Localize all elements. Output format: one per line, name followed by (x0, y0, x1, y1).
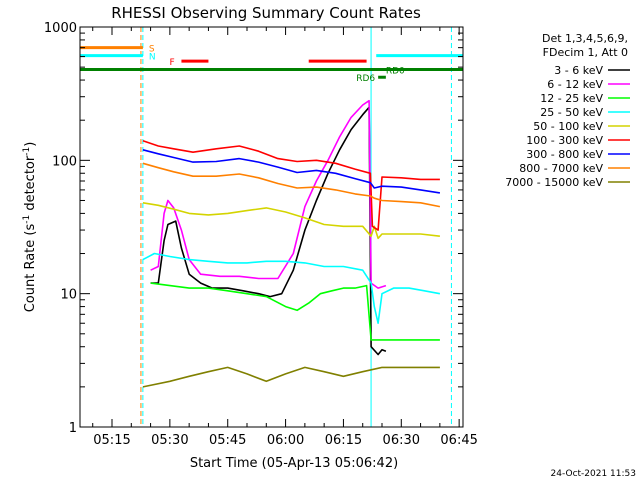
legend-label-50-100-kev: 50 - 100 keV (533, 120, 603, 133)
plot-frame (79, 26, 464, 428)
series-line-800-7000-kev (142, 162, 441, 208)
legend-label-300-800-kev: 300 - 800 keV (526, 148, 603, 161)
x-tick-label-06-00: 06:00 (267, 433, 304, 448)
legend-label-12-25-kev: 12 - 25 keV (540, 92, 603, 105)
y-axis-label: Count Rate (s-1 detector-1) (22, 142, 38, 313)
y-axis-label-sup1: -1 (22, 215, 32, 224)
legend-label-7000-15000-kev: 7000 - 15000 keV (505, 176, 603, 189)
y-axis-label-end: ) (23, 142, 38, 147)
series-line-3-6-kev (150, 106, 387, 356)
y-tick-label-10: 10 (60, 288, 77, 303)
series-lines (142, 99, 441, 388)
flag-label-s: S (149, 45, 155, 55)
y-tick-label-100: 100 (52, 154, 77, 169)
y-tick-label-1: 1 (69, 421, 77, 436)
y-axis-label-mid: detector (23, 155, 38, 215)
series-line-6-12-kev (150, 99, 387, 289)
flag-label-rd6: RD6 (356, 74, 375, 84)
flag-bars: SN F RD0 RD6 (80, 45, 463, 84)
y-axis-label-main: Count Rate (s (23, 224, 38, 313)
y-axis-label-sup2: -1 (22, 147, 32, 156)
flag-label-n: N (149, 53, 156, 63)
x-tick-label-05-15: 05:15 (93, 433, 130, 448)
legend-header-0: Det 1,3,4,5,6,9, (542, 32, 628, 45)
flag-label-rd0: RD0 (386, 67, 405, 77)
legend-label-800-7000-kev: 800 - 7000 keV (519, 162, 603, 175)
series-line-100-300-kev (142, 140, 440, 231)
series-line-50-100-kev (142, 202, 440, 240)
axes: 1 10 100 1000 05:15 05:30 05:45 06:00 06:15 06:30… (44, 21, 478, 448)
series-line-25-50-kev (142, 252, 441, 325)
flag-label-f: F (169, 58, 174, 68)
legend-header-1: FDecim 1, Att 0 (543, 46, 628, 59)
series-line-300-800-kev (142, 149, 441, 194)
legend: Det 1,3,4,5,6,9,FDecim 1, Att 0 3 - 6 keV… (505, 32, 630, 189)
timestamp: 24-Oct-2021 11:53 (551, 469, 636, 479)
series-line-7000-15000-kev (142, 366, 440, 388)
legend-label-3-6-kev: 3 - 6 keV (554, 64, 603, 77)
chart-title: RHESSI Observing Summary Count Rates (111, 4, 421, 22)
legend-label-100-300-kev: 100 - 300 keV (526, 134, 603, 147)
legend-label-25-50-kev: 25 - 50 keV (540, 106, 603, 119)
y-tick-label-1000: 1000 (44, 21, 77, 36)
x-tick-label-06-45: 06:45 (440, 433, 477, 448)
x-tick-label-06-30: 06:30 (383, 433, 420, 448)
x-tick-label-06-15: 06:15 (325, 433, 362, 448)
series-line-12-25-kev (150, 282, 440, 341)
x-tick-label-05-45: 05:45 (209, 433, 246, 448)
x-tick-label-05-30: 05:30 (151, 433, 188, 448)
legend-label-6-12-kev: 6 - 12 keV (547, 78, 603, 91)
x-axis-label: Start Time (05-Apr-13 05:06:42) (190, 456, 398, 471)
